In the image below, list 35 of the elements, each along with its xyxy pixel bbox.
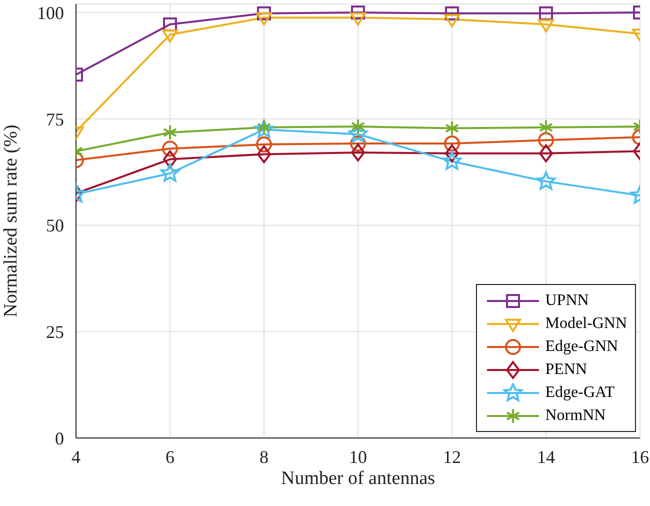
x-tick-label: 14: [537, 446, 555, 467]
y-tick-label: 0: [55, 428, 64, 448]
x-tick-label: 12: [443, 446, 461, 467]
y-tick-label: 100: [37, 2, 64, 23]
point: [257, 6, 271, 20]
x-tick-label: 6: [166, 446, 174, 467]
point: [444, 120, 460, 136]
point: [257, 145, 271, 164]
x-axis-title: Number of antennas: [280, 468, 436, 489]
legend-label: UPNN: [545, 292, 589, 310]
point: [445, 144, 459, 162]
y-tick-label: 75: [46, 109, 64, 130]
legend-label: Edge-GAT: [545, 384, 615, 402]
point: [350, 136, 366, 152]
point: [256, 136, 272, 152]
legend-label: NormNN: [545, 406, 606, 424]
y-tick-label: 50: [46, 216, 64, 236]
legend-label: Edge-GNN: [545, 338, 618, 356]
point: [351, 6, 365, 20]
x-tick-label: 8: [260, 446, 268, 467]
point: [445, 6, 459, 20]
x-tick-label: 10: [349, 446, 367, 467]
point: [351, 143, 365, 162]
x-tick-label: 4: [72, 446, 80, 467]
point: [256, 12, 272, 26]
legend-label: Model-GNN: [545, 314, 627, 332]
point: [350, 118, 366, 135]
point: [350, 12, 366, 26]
point: [444, 14, 460, 28]
point: [444, 136, 460, 152]
legend-label: PENN: [545, 360, 588, 378]
y-tick-label: 25: [46, 322, 64, 342]
y-axis-title: Normalized sum rate (%): [0, 124, 22, 318]
point: [442, 151, 462, 170]
x-tick-label: 16: [631, 446, 649, 467]
